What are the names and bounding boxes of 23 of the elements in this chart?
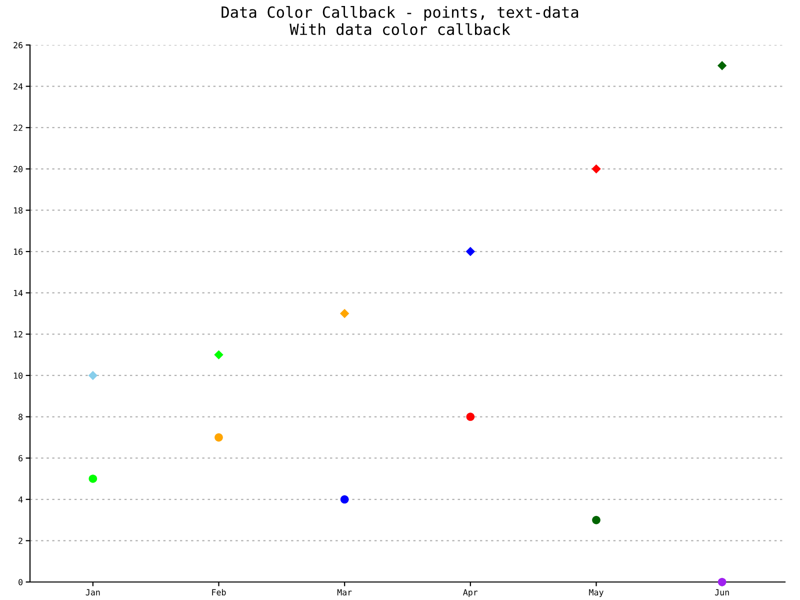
point xyxy=(88,370,98,380)
y-tick-label: 2 xyxy=(18,538,22,544)
x-tick-label: Mar xyxy=(337,589,352,596)
y-tick-label: 8 xyxy=(18,414,23,420)
y-tick-label: 18 xyxy=(14,207,23,214)
y-tick-label: 4 xyxy=(18,496,23,503)
x-tick-label: Apr xyxy=(463,589,478,598)
x-tick-label: Feb xyxy=(212,588,226,596)
x-tick-label: Jun xyxy=(715,589,729,596)
chart-title: Data Color Callback - points, text-data With data color callback xyxy=(222,6,578,36)
x-tick-label: Jan xyxy=(86,589,100,596)
point xyxy=(718,578,726,586)
y-tick-label: 20 xyxy=(14,166,23,172)
y-tick-label: 0 xyxy=(18,579,23,586)
y-tick-label: 24 xyxy=(14,83,23,90)
y-tick-label: 14 xyxy=(14,290,23,296)
y-tick-label: 10 xyxy=(14,372,23,379)
y-tick-label: 6 xyxy=(18,455,23,462)
x-tick-label: May xyxy=(589,589,604,598)
y-tick-label: 26 xyxy=(14,42,23,48)
y-tick-label: 22 xyxy=(14,124,22,131)
y-tick-label: 16 xyxy=(14,248,23,255)
y-tick-label: 12 xyxy=(14,331,22,338)
